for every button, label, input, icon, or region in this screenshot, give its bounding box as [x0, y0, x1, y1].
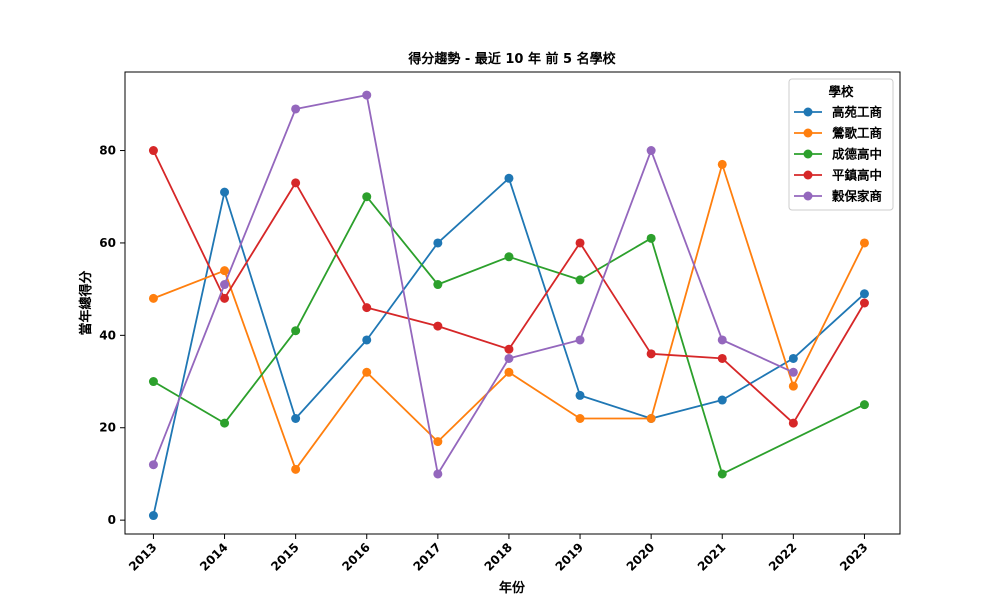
- data-point: [433, 437, 442, 446]
- data-point: [433, 280, 442, 289]
- legend-title: 學校: [828, 84, 854, 99]
- data-point: [789, 354, 798, 363]
- data-point: [504, 368, 513, 377]
- data-point: [362, 368, 371, 377]
- data-point: [504, 345, 513, 354]
- data-point: [433, 469, 442, 478]
- data-point: [860, 400, 869, 409]
- data-point: [291, 104, 300, 113]
- legend-marker: [804, 129, 813, 138]
- data-point: [220, 188, 229, 197]
- legend-marker: [804, 150, 813, 159]
- y-tick-label: 0: [108, 513, 116, 527]
- data-point: [149, 511, 158, 520]
- data-point: [576, 414, 585, 423]
- data-point: [718, 335, 727, 344]
- legend-marker: [804, 108, 813, 117]
- data-point: [789, 368, 798, 377]
- data-point: [149, 146, 158, 155]
- x-tick-label: 2019: [553, 540, 587, 574]
- legend-label: 穀保家商: [831, 189, 882, 204]
- data-point: [504, 252, 513, 261]
- data-point: [362, 192, 371, 201]
- y-tick-label: 20: [99, 421, 116, 435]
- data-point: [647, 234, 656, 243]
- data-point: [362, 303, 371, 312]
- data-point: [860, 299, 869, 308]
- data-point: [220, 280, 229, 289]
- data-point: [291, 465, 300, 474]
- legend-marker: [804, 171, 813, 180]
- data-point: [149, 294, 158, 303]
- data-point: [433, 322, 442, 331]
- chart-title: 得分趨勢 - 最近 10 年 前 5 名學校: [407, 51, 616, 67]
- data-point: [718, 354, 727, 363]
- data-point: [362, 91, 371, 100]
- data-point: [291, 414, 300, 423]
- legend-marker: [804, 192, 813, 201]
- data-point: [576, 335, 585, 344]
- data-point: [789, 382, 798, 391]
- y-tick-label: 80: [99, 144, 116, 158]
- data-point: [576, 391, 585, 400]
- legend-label: 高苑工商: [832, 105, 882, 120]
- data-point: [362, 335, 371, 344]
- data-point: [718, 469, 727, 478]
- data-point: [220, 266, 229, 275]
- data-point: [220, 294, 229, 303]
- plot-area-frame: [125, 72, 900, 534]
- data-point: [718, 396, 727, 405]
- data-point: [860, 238, 869, 247]
- data-point: [647, 146, 656, 155]
- x-tick-label: 2022: [766, 540, 800, 574]
- data-point: [149, 460, 158, 469]
- legend-label: 平鎮高中: [832, 168, 882, 183]
- data-point: [647, 349, 656, 358]
- x-tick-label: 2023: [837, 540, 871, 574]
- legend-label: 鶯歌工商: [832, 126, 882, 141]
- data-point: [291, 326, 300, 335]
- legend-label: 成德高中: [832, 147, 882, 162]
- x-tick-label: 2018: [482, 540, 516, 574]
- y-tick-label: 40: [99, 328, 116, 342]
- x-tick-label: 2020: [624, 540, 658, 574]
- x-tick-label: 2015: [268, 540, 302, 574]
- data-point: [504, 354, 513, 363]
- x-tick-label: 2016: [339, 540, 373, 574]
- data-point: [220, 419, 229, 428]
- data-point: [860, 289, 869, 298]
- data-point: [647, 414, 656, 423]
- data-point: [504, 174, 513, 183]
- y-axis-title: 當年總得分: [78, 270, 94, 335]
- x-tick-label: 2021: [695, 540, 729, 574]
- x-tick-label: 2017: [410, 540, 444, 574]
- x-axis-title: 年份: [499, 580, 526, 596]
- y-tick-label: 60: [99, 236, 116, 250]
- data-point: [291, 178, 300, 187]
- data-point: [789, 419, 798, 428]
- data-point: [433, 238, 442, 247]
- data-point: [576, 275, 585, 284]
- y-axis: 0 20 40 60 80: [99, 144, 125, 528]
- x-tick-label: 2014: [197, 540, 231, 574]
- data-point: [576, 238, 585, 247]
- x-axis: 2013 2014 2015 2016 2017 2018 2019 2020 2021 2022…: [126, 534, 871, 574]
- data-point: [718, 160, 727, 169]
- x-tick-label: 2013: [126, 540, 160, 574]
- data-point: [149, 377, 158, 386]
